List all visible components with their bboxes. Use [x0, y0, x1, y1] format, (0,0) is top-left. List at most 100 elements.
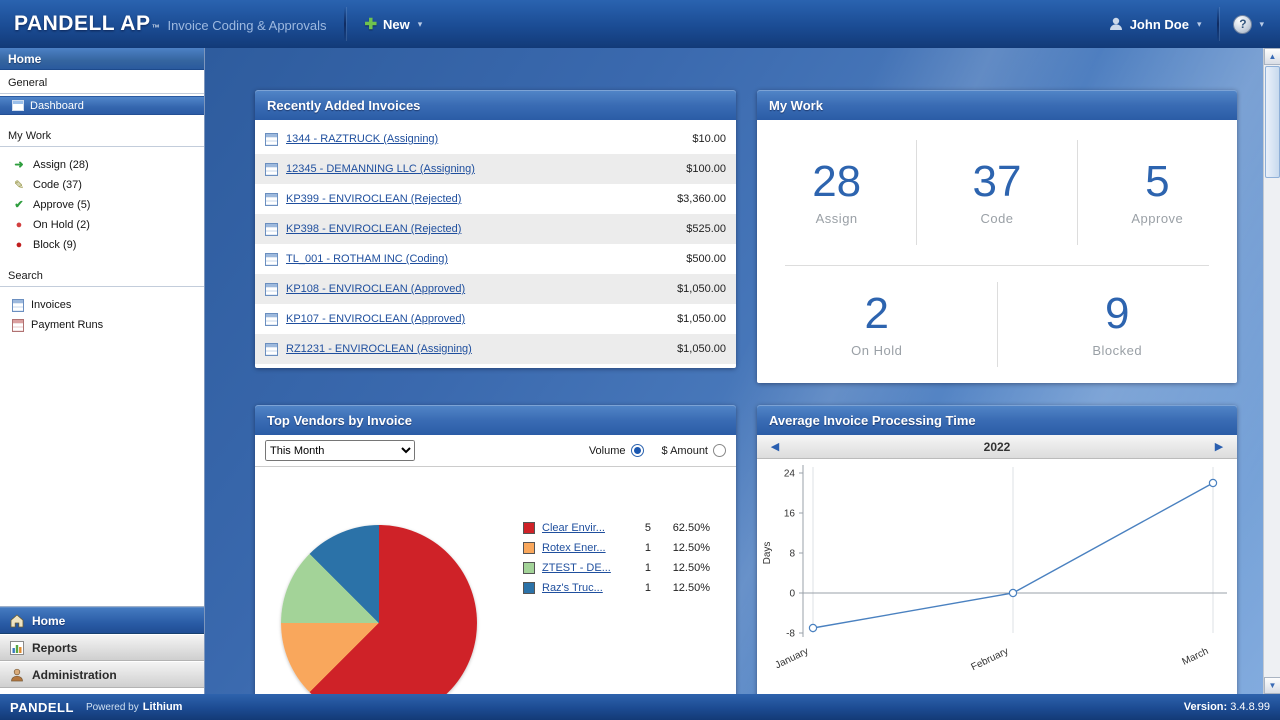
sidebar-header: Home [0, 48, 204, 70]
amount-radio[interactable] [713, 444, 726, 457]
invoice-amount: $3,360.00 [677, 193, 726, 205]
stat-divider [996, 282, 998, 367]
new-button-label: New [383, 16, 410, 32]
sidebar-item-label: Payment Runs [31, 319, 104, 331]
invoice-row: 1344 - RAZTRUCK (Assigning) $10.00 [255, 124, 736, 154]
period-select[interactable]: This Month [265, 440, 415, 461]
vendor-count: 5 [644, 522, 651, 534]
invoice-link[interactable]: RZ1231 - ENVIROCLEAN (Assigning) [286, 343, 472, 355]
invoice-link[interactable]: KP107 - ENVIROCLEAN (Approved) [286, 313, 466, 325]
powered-by-text: Powered by [85, 701, 139, 713]
payment-runs-doc-icon [12, 318, 24, 332]
panel-title: Average Invoice Processing Time [757, 405, 1237, 435]
next-year-arrow-icon[interactable]: ▶ [1214, 441, 1224, 453]
invoice-amount: $500.00 [686, 253, 726, 265]
svg-text:-8: -8 [786, 629, 795, 640]
scrollbar-thumb[interactable] [1265, 66, 1280, 178]
sidebar-item-invoices[interactable]: Invoices [0, 295, 204, 315]
sidebar-item-dashboard[interactable]: Dashboard [0, 96, 204, 115]
invoice-amount: $1,050.00 [677, 283, 726, 295]
invoice-link[interactable]: KP398 - ENVIROCLEAN (Rejected) [286, 223, 462, 235]
nav-item-label: Reports [32, 640, 78, 655]
invoice-row: KP108 - ENVIROCLEAN (Approved) $1,050.00 [255, 274, 736, 304]
help-menu-button[interactable]: ? ▾ [1223, 0, 1280, 48]
sidebar-item-code[interactable]: Code (37) [0, 175, 204, 195]
sidebar-item-approve[interactable]: Approve (5) [0, 195, 204, 215]
user-menu-button[interactable]: John Doe ▾ [1096, 0, 1214, 48]
user-name: John Doe [1129, 16, 1189, 32]
nav-item-home[interactable]: Home [0, 607, 204, 634]
invoice-link[interactable]: KP399 - ENVIROCLEAN (Rejected) [286, 193, 462, 205]
svg-text:24: 24 [784, 469, 796, 480]
vendor-link[interactable]: Raz's Truc... [542, 582, 603, 594]
sidebar-item-payment-runs[interactable]: Payment Runs [0, 315, 204, 335]
sidebar-item-assign[interactable]: Assign (28) [0, 155, 204, 175]
vendor-count: 1 [644, 562, 651, 574]
assign-arrow-icon [12, 160, 26, 171]
my-work-stats: 28 Assign 37 Code 5 Approve [757, 120, 1237, 383]
amount-radio-label[interactable]: $ Amount [661, 444, 708, 457]
approve-check-icon [12, 200, 26, 211]
footer-bar: PANDELL Powered by Lithium Version: 3.4.… [0, 694, 1280, 720]
chevron-down-icon: ▾ [1196, 18, 1202, 29]
sidebar-item-label: On Hold (2) [33, 219, 90, 231]
version-label: Version: [1183, 701, 1228, 713]
invoice-doc-icon [265, 252, 278, 266]
top-vendors-panel: Top Vendors by Invoice This Month Volume… [255, 405, 736, 694]
app-subtitle: Invoice Coding & Approvals [167, 18, 327, 33]
vendors-toolbar: This Month Volume $ Amount [255, 435, 736, 467]
invoice-row: KP398 - ENVIROCLEAN (Rejected) $525.00 [255, 214, 736, 244]
vendor-link[interactable]: Clear Envir... [542, 522, 605, 534]
invoice-link[interactable]: KP108 - ENVIROCLEAN (Approved) [286, 283, 466, 295]
sidebar-section-my-work: My Work [0, 123, 204, 147]
volume-radio-label[interactable]: Volume [588, 444, 626, 457]
previous-year-arrow-icon[interactable]: ◀ [770, 441, 780, 453]
top-bar: PANDELL AP ™ Invoice Coding & Approvals ✚… [0, 0, 1280, 48]
stat-value: 9 [1105, 289, 1130, 339]
sidebar-item-label: Dashboard [30, 99, 84, 112]
sidebar: Home General Dashboard My Work Assign (2… [0, 48, 205, 694]
panel-title: Top Vendors by Invoice [255, 405, 736, 435]
invoice-doc-icon [265, 222, 278, 236]
volume-radio[interactable] [630, 444, 644, 457]
sidebar-item-block[interactable]: Block (9) [0, 235, 204, 255]
stat-approve: 5 Approve [1078, 159, 1237, 226]
processing-time-panel: Average Invoice Processing Time ◀ 2022 ▶… [757, 405, 1237, 694]
stat-blocked: 9 Blocked [998, 289, 1238, 358]
panel-title: Recently Added Invoices [255, 90, 736, 120]
app-logo: PANDELL AP ™ Invoice Coding & Approvals [0, 12, 340, 36]
vendors-pie-chart [281, 525, 477, 694]
invoice-link[interactable]: 12345 - DEMANNING LLC (Assigning) [286, 163, 475, 175]
scroll-down-arrow-icon[interactable]: ▼ [1264, 677, 1280, 694]
dashboard-content: Recently Added Invoices 1344 - RAZTRUCK … [205, 48, 1263, 694]
invoice-link[interactable]: 1344 - RAZTRUCK (Assigning) [286, 133, 439, 145]
invoice-link[interactable]: TL_001 - ROTHAM INC (Coding) [286, 253, 448, 265]
sidebar-item-on-hold[interactable]: On Hold (2) [0, 215, 204, 235]
vendor-link[interactable]: Rotex Ener... [542, 542, 606, 554]
svg-text:March: March [1181, 646, 1211, 668]
topbar-right: John Doe ▾ ? ▾ [1096, 0, 1280, 48]
svg-text:Days: Days [762, 542, 773, 565]
nav-item-administration[interactable]: Administration [0, 661, 204, 688]
vendor-link[interactable]: ZTEST - DE... [542, 562, 611, 574]
invoice-amount: $100.00 [686, 163, 726, 175]
dashboard-icon [12, 100, 24, 111]
nav-item-reports[interactable]: Reports [0, 634, 204, 661]
metric-radio-group: Volume $ Amount [589, 444, 726, 457]
invoice-amount: $10.00 [692, 133, 726, 145]
stat-label: Assign [815, 210, 858, 226]
invoice-row: 12345 - DEMANNING LLC (Assigning) $100.0… [255, 154, 736, 184]
new-button[interactable]: ✚ New ▾ [350, 0, 436, 48]
scroll-up-arrow-icon[interactable]: ▲ [1264, 48, 1280, 65]
invoice-row: TL_001 - ROTHAM INC (Coding) $500.00 [255, 244, 736, 274]
my-work-panel: My Work 28 Assign 37 Code 5 Approve [757, 90, 1237, 383]
sidebar-item-label: Code (37) [33, 179, 82, 191]
topbar-divider [1217, 7, 1220, 41]
vendor-percent: 12.50% [672, 542, 710, 554]
legend-row: Clear Envir... 5 62.50% [523, 521, 710, 535]
stat-on-hold: 2 On Hold [757, 291, 997, 358]
vertical-scrollbar[interactable]: ▲ ▼ [1263, 48, 1280, 694]
stat-divider [1076, 140, 1078, 245]
invoice-row: RZ1231 - ENVIROCLEAN (Assigning) $1,050.… [255, 334, 736, 364]
